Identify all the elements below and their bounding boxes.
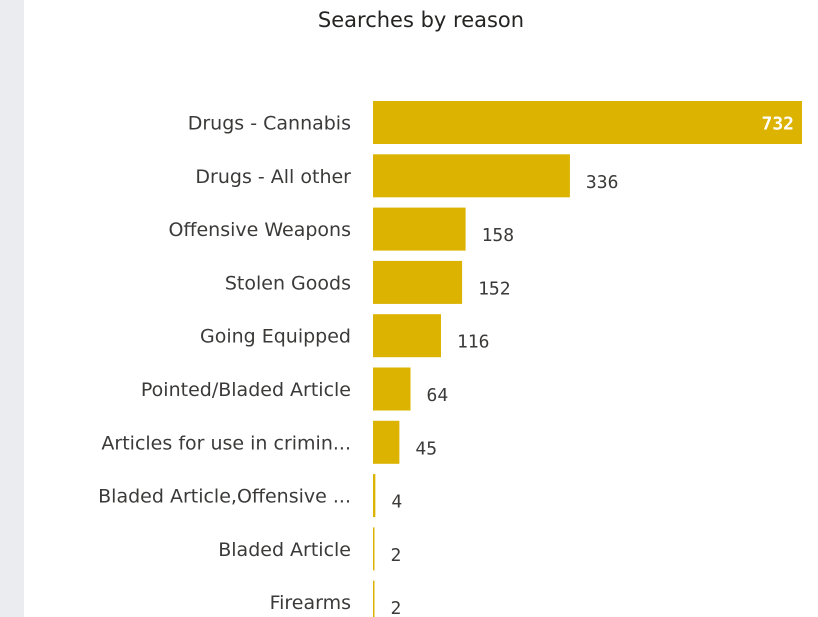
- bar[interactable]: [373, 367, 411, 411]
- bar[interactable]: [373, 474, 376, 518]
- chart-card: Searches by reason Drugs - Cannabis 732 Dr…: [24, 0, 818, 617]
- data-label: 2: [391, 545, 402, 566]
- chart-title: Searches by reason: [317, 8, 525, 32]
- bar[interactable]: [373, 260, 463, 304]
- category-label: Drugs - Cannabis: [188, 113, 351, 135]
- data-label: 64: [427, 385, 449, 406]
- data-label: 158: [482, 225, 515, 246]
- category-label: Bladed Article,Offensive ...: [98, 486, 351, 508]
- bar[interactable]: [373, 580, 375, 617]
- bar-chart: Drugs - Cannabis 732 Drugs - All other 336 O…: [98, 101, 802, 617]
- bar[interactable]: [373, 420, 400, 464]
- category-label: Stolen Goods: [225, 272, 351, 294]
- category-label: Bladed Article: [218, 539, 351, 561]
- category-label: Articles for use in crimin...: [101, 432, 351, 454]
- data-label: 4: [391, 492, 402, 513]
- data-label: 336: [586, 172, 619, 193]
- bar[interactable]: [373, 154, 570, 198]
- category-label: Firearms: [270, 592, 351, 614]
- category-label: Pointed/Bladed Article: [141, 379, 351, 401]
- data-label: 45: [415, 438, 437, 459]
- bar[interactable]: [373, 207, 466, 251]
- data-label: 152: [478, 278, 511, 299]
- category-label: Offensive Weapons: [168, 219, 351, 241]
- bar[interactable]: [373, 527, 375, 571]
- bar[interactable]: [373, 101, 802, 144]
- data-label: 732: [761, 114, 794, 135]
- category-label: Drugs - All other: [195, 166, 351, 188]
- data-label: 2: [391, 598, 402, 617]
- data-label: 116: [457, 332, 490, 353]
- bar[interactable]: [373, 314, 441, 358]
- category-label: Going Equipped: [200, 326, 351, 348]
